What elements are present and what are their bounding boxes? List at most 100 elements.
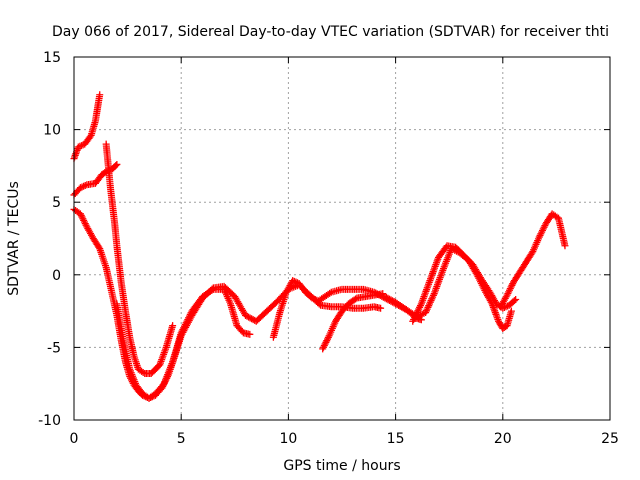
data-point: [78, 183, 86, 191]
data-point: [81, 220, 89, 228]
y-tick-label-10: 10: [43, 123, 61, 139]
data-point: [324, 335, 332, 343]
x-tick-label-0: 0: [70, 431, 79, 447]
data-point: [169, 322, 177, 330]
data-point: [506, 286, 513, 294]
x-axis-label: GPS time / hours: [283, 458, 400, 474]
data-point: [113, 160, 121, 168]
x-tick-label-5: 5: [177, 431, 186, 447]
x-tick-label-25: 25: [601, 431, 619, 447]
data-point: [505, 288, 513, 296]
data-point: [185, 312, 193, 320]
data-point: [503, 291, 511, 299]
data-point: [540, 223, 548, 231]
data-point: [86, 133, 94, 141]
data-point: [322, 338, 330, 346]
chart-title: Day 066 of 2017, Sidereal Day-to-day VTE…: [52, 24, 609, 40]
data-point: [507, 307, 515, 315]
series-arc-7: [319, 290, 387, 353]
data-point: [76, 184, 84, 192]
data-point: [81, 182, 89, 190]
data-point: [310, 295, 318, 303]
data-point: [292, 278, 300, 286]
data-point: [185, 314, 193, 322]
data-point: [183, 317, 191, 325]
data-point: [510, 297, 518, 305]
data-point: [381, 293, 389, 301]
data-point: [506, 285, 514, 293]
data-point: [387, 296, 395, 304]
series-arc-9: [409, 242, 520, 325]
data-point: [112, 162, 120, 170]
x-axis-tick-labels: 0 5 10 15 20 25: [70, 431, 619, 447]
data-point: [290, 277, 298, 285]
data-point: [315, 300, 323, 308]
data-point: [535, 233, 543, 241]
y-tick-label-5: 5: [52, 195, 61, 211]
data-point: [326, 289, 334, 297]
data-point: [77, 211, 85, 219]
data-point: [320, 342, 328, 350]
data-point: [74, 143, 82, 151]
data-point: [246, 314, 254, 322]
series-arc-10: [497, 210, 569, 311]
data-point: [180, 324, 188, 332]
y-axis-label: SDTVAR / TECUs: [6, 181, 22, 296]
data-point: [179, 326, 187, 334]
data-point: [181, 321, 189, 329]
data-point: [186, 310, 194, 318]
data-point: [182, 319, 190, 327]
data-point: [78, 142, 86, 150]
y-tick-label-0: 0: [52, 268, 61, 284]
data-point: [245, 313, 253, 321]
series-arc-3: [102, 140, 177, 378]
data-point: [512, 295, 520, 303]
data-point: [80, 182, 88, 190]
data-point: [80, 218, 88, 226]
series-arc-1: [70, 91, 104, 163]
data-point: [180, 322, 188, 330]
y-tick-label--10: -10: [38, 413, 61, 429]
data-point: [539, 225, 547, 233]
data-point: [389, 297, 397, 305]
data-point: [377, 304, 385, 312]
data-point: [382, 293, 390, 301]
data-point: [384, 294, 392, 302]
data-point: [243, 312, 251, 320]
tick-marks: [73, 56, 611, 421]
data-point: [352, 295, 360, 303]
data-point: [177, 329, 185, 337]
data-point: [324, 333, 332, 341]
data-point: [139, 368, 147, 376]
data-point: [321, 340, 329, 348]
data-point: [79, 215, 87, 223]
data-point: [289, 277, 297, 285]
y-tick-label-15: 15: [43, 50, 61, 66]
y-tick-label--5: -5: [47, 340, 61, 356]
data-point: [507, 283, 515, 291]
data-point: [320, 343, 328, 351]
data-point: [508, 281, 516, 289]
plot-area-border: [73, 56, 611, 421]
x-tick-label-20: 20: [494, 431, 512, 447]
x-tick-label-10: 10: [279, 431, 297, 447]
data-point: [308, 294, 316, 302]
y-axis-tick-labels: -10 -5 0 5 10 15: [38, 50, 61, 429]
data-point: [95, 243, 103, 251]
data-point: [417, 316, 425, 324]
series-arc-5: [113, 285, 254, 402]
data-point: [208, 286, 216, 294]
data-point: [504, 289, 512, 297]
data-point: [248, 315, 256, 323]
data-point: [323, 337, 331, 345]
data-point: [319, 345, 327, 353]
data-point: [561, 242, 569, 250]
data-point: [184, 315, 192, 323]
data-point: [246, 330, 254, 338]
data-point: [385, 295, 393, 303]
data-point: [78, 213, 86, 221]
data-point: [536, 231, 544, 239]
data-point: [538, 227, 546, 235]
x-tick-label-15: 15: [387, 431, 405, 447]
